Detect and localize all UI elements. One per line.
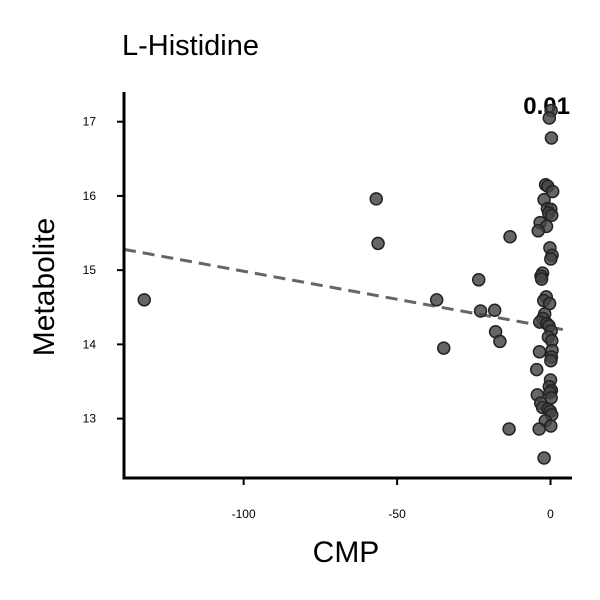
y-tick-label: 14 [83, 337, 97, 351]
data-point [471, 273, 486, 287]
data-point [429, 293, 444, 307]
x-tick-label: -50 [388, 507, 406, 521]
data-point [542, 111, 557, 125]
data-point [529, 362, 544, 377]
data-point [371, 236, 385, 251]
data-point [544, 208, 559, 222]
data-point [502, 422, 516, 436]
data-point [544, 419, 558, 433]
data-point [532, 345, 547, 359]
data-point [531, 224, 545, 238]
data-point [487, 303, 502, 317]
y-tick-label: 13 [83, 412, 97, 426]
x-axis-label: CMP [313, 536, 380, 569]
data-point [544, 131, 559, 145]
x-tick-label: -100 [232, 507, 256, 521]
data-point [534, 272, 549, 286]
data-point [544, 353, 558, 368]
data-point [436, 341, 451, 355]
y-axis-label: Metabolite [28, 218, 61, 356]
chart-title: L-Histidine [122, 30, 259, 62]
trend-line-group [123, 247, 564, 332]
data-points-group [137, 103, 560, 465]
y-tick-label: 17 [83, 115, 97, 129]
data-point [545, 184, 560, 199]
data-point [137, 293, 152, 307]
data-point [544, 252, 558, 266]
data-point [473, 304, 488, 318]
y-tick-label: 16 [83, 189, 97, 203]
data-point [537, 451, 551, 465]
trend-line [123, 247, 564, 332]
data-point [503, 230, 517, 244]
data-point [493, 334, 507, 349]
data-point [532, 422, 546, 436]
data-point [369, 192, 383, 206]
y-tick-label: 15 [83, 263, 97, 277]
axes-group: -100 -50 0 13 14 15 16 17 [83, 92, 572, 521]
x-tick-label: 0 [547, 507, 554, 521]
